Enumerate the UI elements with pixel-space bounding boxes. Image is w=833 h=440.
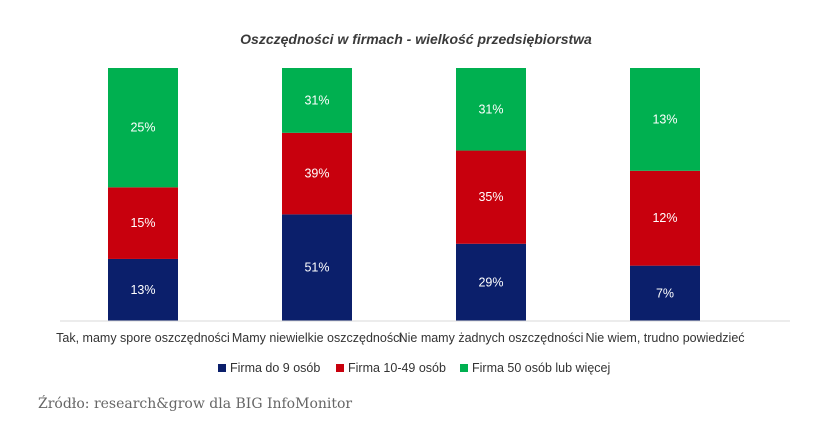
legend-label: Firma 50 osób lub więcej [472, 361, 610, 375]
bar-segment [456, 243, 526, 321]
bar-segment [282, 68, 352, 133]
data-label: 35% [478, 190, 503, 204]
bar-segment [456, 150, 526, 244]
stacked-bar-chart: Oszczędności w firmach - wielkość przeds… [56, 31, 790, 375]
legend: Firma do 9 osób Firma 10-49 osób Firma 50 … [218, 361, 610, 375]
data-label: 31% [478, 102, 503, 116]
data-label: 7% [656, 286, 674, 300]
data-label: 13% [652, 112, 677, 126]
legend-label: Firma do 9 osób [230, 361, 320, 375]
data-label: 29% [478, 275, 503, 289]
bar-segment [108, 187, 178, 259]
legend-swatch [336, 364, 344, 372]
source-caption: Źródło: research&grow dla BIG InfoMonito… [38, 396, 353, 412]
bar-segment [630, 68, 700, 171]
category-labels: Tak, mamy spore oszczędności Mamy niewiel… [56, 331, 744, 345]
data-label: 31% [304, 93, 329, 107]
chart-area: Oszczędności w firmach - wielkość przeds… [56, 31, 790, 375]
legend-swatch [460, 364, 468, 372]
category-label: Nie mamy żadnych oszczędności [399, 331, 584, 345]
data-label: 13% [130, 283, 155, 297]
bars-group: 13% 15% 25% 51% 39% 31% 29% 35% 31% 7% 12% 13% [108, 68, 700, 321]
bar-segment [456, 68, 526, 151]
bar-segment [630, 170, 700, 266]
chart-title: Oszczędności w firmach - wielkość przeds… [240, 31, 592, 47]
category-label: Tak, mamy spore oszczędności [56, 331, 230, 345]
legend-swatch [218, 364, 226, 372]
data-label: 25% [130, 121, 155, 135]
bar-segment [630, 265, 700, 321]
bar-segment [282, 214, 352, 321]
legend-label: Firma 10-49 osób [348, 361, 446, 375]
data-label: 15% [130, 216, 155, 230]
data-label: 39% [304, 167, 329, 181]
bar-segment [282, 132, 352, 215]
bar-segment [108, 68, 178, 188]
bar-segment [108, 258, 178, 321]
data-label: 12% [652, 211, 677, 225]
category-label: Nie wiem, trudno powiedzieć [585, 331, 744, 345]
category-label: Mamy niewielkie oszczędności [232, 331, 402, 345]
data-label: 51% [304, 261, 329, 275]
